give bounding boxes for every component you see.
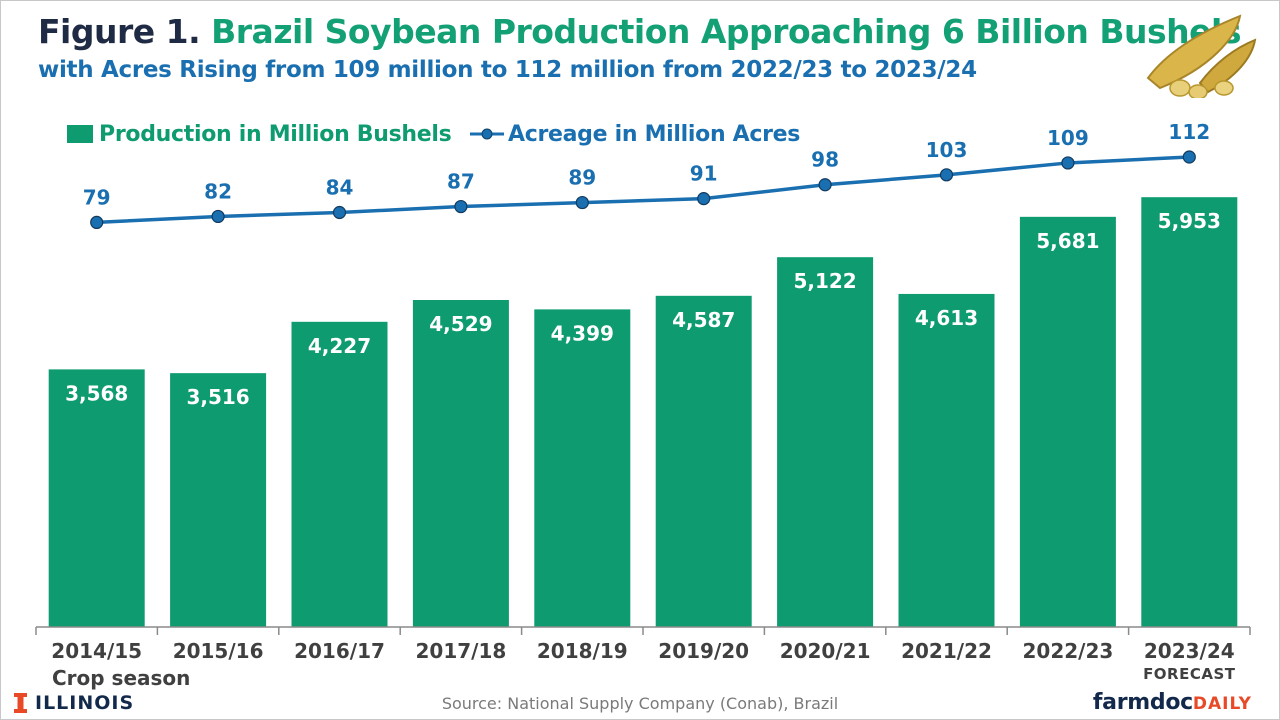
acreage-point — [211, 209, 225, 224]
acreage-value-label: 98 — [811, 148, 839, 172]
x-tick-label: 2020/21 — [780, 639, 871, 663]
acreage-value-label: 79 — [83, 185, 111, 209]
x-axis-title: Crop season — [52, 666, 191, 690]
legend-line-swatch — [470, 128, 504, 140]
forecast-note: FORECAST — [1143, 665, 1236, 683]
chart-subtitle: with Acres Rising from 109 million to 11… — [38, 57, 977, 83]
farmdoc-text: farmdoc — [1092, 690, 1193, 715]
x-tick-label: 2014/15 — [51, 639, 142, 663]
legend-acreage-label: Acreage in Million Acres — [508, 121, 801, 147]
acreage-value-label: 89 — [568, 166, 596, 190]
daily-text: DAILY — [1192, 694, 1252, 714]
production-value-label: 5,122 — [793, 269, 856, 293]
acreage-point — [575, 195, 589, 210]
production-value-label: 3,516 — [186, 385, 249, 409]
farmdoc-daily-logo: farmdocDAILY — [1093, 690, 1252, 715]
x-tick-label: 2023/24 — [1144, 639, 1235, 663]
soybean-pod-icon — [1146, 14, 1257, 98]
production-value-label: 4,529 — [429, 312, 492, 336]
production-value-label: 3,568 — [65, 381, 128, 405]
x-tick-label: 2015/16 — [173, 639, 264, 663]
production-bar — [170, 373, 267, 627]
acreage-value-label: 87 — [447, 170, 475, 194]
acreage-value-label: 84 — [326, 175, 354, 199]
production-value-label: 5,953 — [1158, 209, 1221, 233]
production-value-label: 4,399 — [551, 321, 614, 345]
x-tick-label: 2019/20 — [658, 639, 749, 663]
legend-acreage: Acreage in Million Acres — [470, 120, 800, 148]
chart-title: Figure 1. Brazil Soybean Production Appr… — [38, 12, 1241, 51]
production-value-label: 4,587 — [672, 308, 735, 332]
title-text: Brazil Soybean Production Approaching 6 … — [211, 12, 1241, 51]
illinois-text: ILLINOIS — [35, 692, 135, 714]
production-bar — [291, 321, 388, 627]
legend-bar-swatch — [67, 125, 93, 143]
acreage-value-label: 103 — [926, 138, 968, 162]
production-bar — [534, 309, 631, 627]
production-value-label: 4,227 — [308, 334, 371, 358]
acreage-point — [818, 178, 832, 192]
acreage-point — [1061, 156, 1075, 170]
source-note: Source: National Supply Company (Conab),… — [441, 694, 839, 713]
acreage-value-label: 112 — [1168, 120, 1210, 144]
production-bar — [655, 295, 752, 627]
production-bar — [1019, 216, 1116, 628]
x-tick-label: 2021/22 — [901, 639, 992, 663]
acreage-point — [454, 199, 468, 214]
production-bar — [898, 293, 995, 627]
figure-number: Figure 1. — [38, 12, 201, 51]
legend-production: Production in Million Bushels — [67, 120, 452, 148]
production-value-label: 4,613 — [915, 306, 978, 330]
production-bar — [1141, 197, 1238, 627]
production-bar — [48, 369, 145, 627]
legend-production-label: Production in Million Bushels — [99, 121, 452, 147]
acreage-value-label: 109 — [1047, 126, 1089, 150]
acreage-point — [90, 215, 104, 229]
acreage-point — [697, 192, 711, 206]
acreage-value-label: 91 — [690, 162, 718, 186]
x-tick-label: 2022/23 — [1022, 639, 1113, 663]
acreage-line — [96, 155, 1190, 225]
production-bar — [412, 300, 509, 627]
production-value-label: 5,681 — [1036, 229, 1099, 253]
x-tick-label: 2016/17 — [294, 639, 385, 663]
acreage-point — [939, 168, 954, 182]
acreage-point — [332, 205, 347, 220]
x-tick-label: 2018/19 — [537, 639, 628, 663]
illinois-logo: ILLINOIS — [14, 692, 134, 714]
block-i-icon — [14, 693, 27, 713]
production-bar — [777, 257, 874, 627]
x-tick-label: 2017/18 — [415, 639, 506, 663]
acreage-value-label: 82 — [204, 179, 232, 203]
acreage-point — [1182, 150, 1196, 164]
